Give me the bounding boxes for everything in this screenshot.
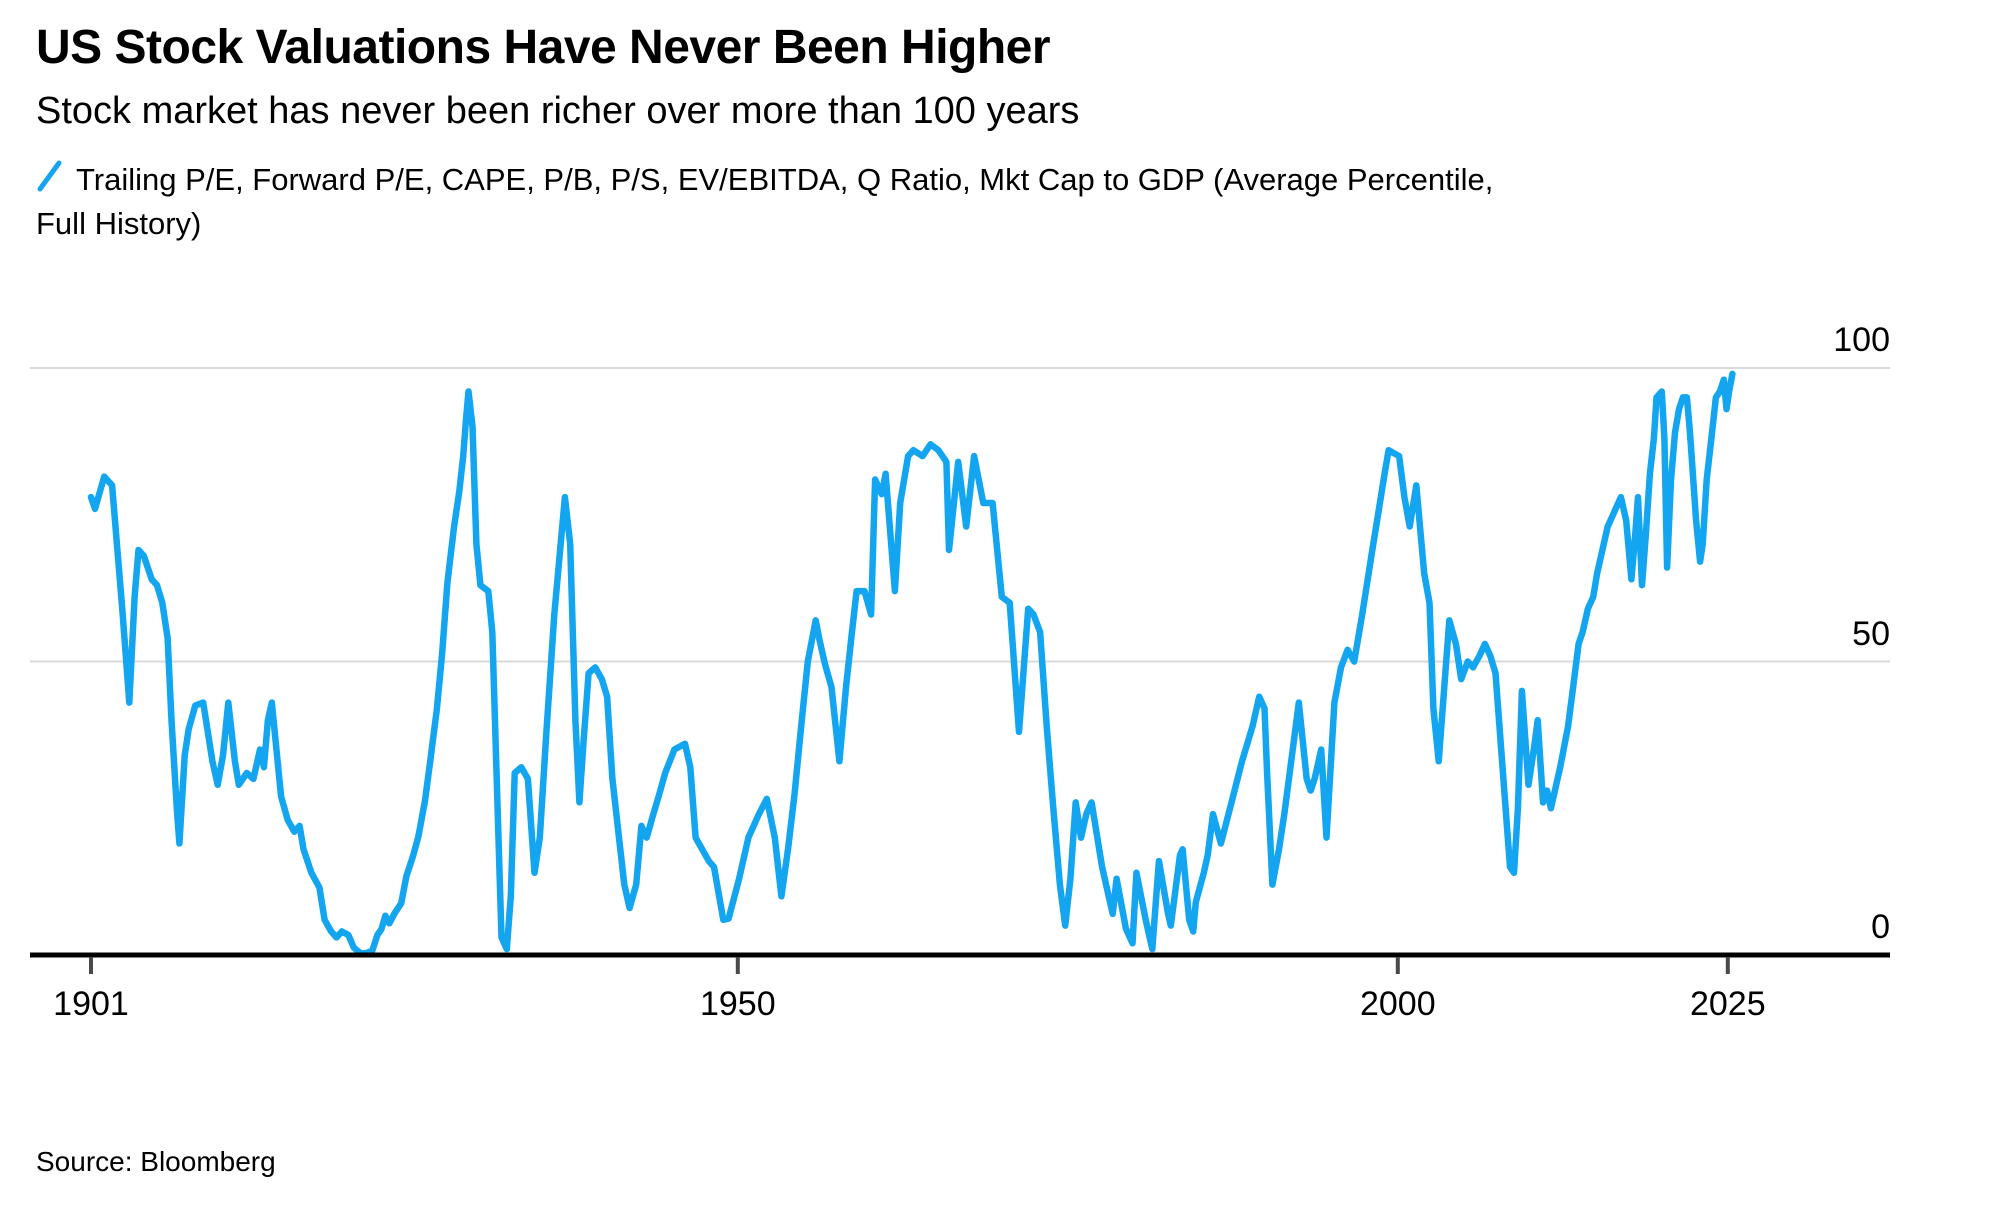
x-tick-label-2025: 2025: [1689, 985, 1766, 1023]
y-tick-label-100: 100: [1833, 321, 1890, 359]
chart-legend: Trailing P/E, Forward P/E, CAPE, P/B, P/…: [36, 158, 1516, 246]
legend-line-icon: [37, 160, 62, 192]
source-note: Source: Bloomberg: [36, 1146, 276, 1177]
valuation-percentile-line: [87, 370, 1736, 957]
x-tick-label-1901: 1901: [53, 985, 129, 1023]
chart-subtitle: Stock market has never been richer over …: [36, 90, 1080, 132]
y-tick-label-50: 50: [1852, 614, 1890, 653]
y-tick-label-0: 0: [1871, 908, 1890, 946]
page-title: US Stock Valuations Have Never Been High…: [36, 21, 1051, 74]
legend-label: Trailing P/E, Forward P/E, CAPE, P/B, P/…: [36, 162, 1494, 242]
x-tick-label-2000: 2000: [1359, 985, 1436, 1023]
x-tick-label-1950: 1950: [699, 985, 776, 1023]
